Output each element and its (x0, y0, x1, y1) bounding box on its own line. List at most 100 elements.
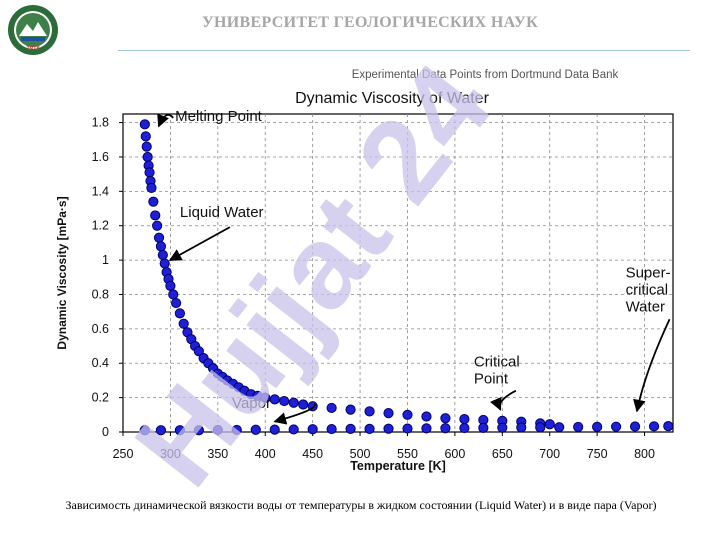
data-point (573, 421, 584, 433)
data-point (516, 422, 527, 433)
data-point (288, 397, 299, 408)
data-point (148, 196, 159, 207)
y-tick-label: 1 (102, 253, 109, 267)
y-axis-label: Dynamic Viscosity [mPa·s] (55, 196, 69, 349)
critical-point-label: Critical Point (474, 354, 520, 388)
data-point (478, 422, 489, 433)
vapor-arrow (273, 403, 316, 425)
data-point (165, 280, 176, 291)
data-point (611, 421, 622, 432)
data-point (260, 392, 271, 403)
plot-area (122, 113, 674, 433)
data-point (171, 297, 182, 309)
y-tick-label: 0.4 (92, 356, 109, 370)
data-point (159, 258, 170, 269)
data-point (269, 424, 280, 435)
data-point (269, 394, 280, 405)
liquid-water-label: Liquid Water (180, 204, 264, 221)
data-point (168, 289, 179, 300)
data-point (544, 419, 555, 430)
data-point (153, 232, 165, 243)
data-point (421, 423, 432, 434)
data-point (326, 423, 337, 435)
data-point (663, 421, 674, 432)
university-title: УНИВЕРСИТЕТ ГЕОЛОГИЧЕСКИХ НАУК (202, 14, 538, 31)
data-point (402, 423, 413, 434)
data-point (648, 421, 660, 432)
x-axis-label: Temperature [K] (350, 459, 446, 473)
data-point (155, 241, 167, 252)
data-point (345, 404, 356, 415)
data-point (364, 423, 375, 435)
y-tick-label: 1.4 (92, 184, 109, 198)
data-point (459, 414, 470, 425)
data-point (383, 423, 394, 434)
chart-supertitle: Experimental Data Points from Dortmund D… (352, 69, 619, 81)
data-point (402, 409, 413, 420)
x-tick-label: 250 (113, 447, 134, 461)
data-point (193, 346, 204, 357)
liquid-water-arrow (168, 226, 231, 262)
melting-point-arrow (157, 113, 174, 128)
data-point (250, 424, 261, 435)
data-point (146, 182, 157, 194)
viscosity-chart: Experimental Data Points from Dortmund D… (55, 41, 674, 490)
y-tick-label: 1.2 (92, 219, 109, 233)
data-point (150, 210, 161, 221)
data-point (497, 422, 508, 433)
data-point (592, 421, 603, 432)
data-point (178, 318, 189, 329)
slide-caption: Зависимость динамической вязкости воды о… (65, 498, 657, 512)
x-tick-label: 650 (492, 447, 513, 461)
chart-title: Dynamic Viscosity of Water (295, 90, 490, 107)
y-tick-label: 0 (102, 425, 109, 439)
data-point (298, 399, 309, 410)
data-point (212, 424, 223, 436)
x-tick-label: 800 (634, 447, 655, 461)
data-point (288, 424, 299, 435)
vapor-label: Vapor (232, 395, 271, 412)
melting-point-label: Melting Point (175, 108, 263, 125)
data-point (142, 151, 153, 163)
supercritical-water-label: Super-critical Water (626, 264, 671, 315)
data-point (157, 249, 168, 261)
data-point (307, 424, 318, 435)
data-point (554, 422, 565, 433)
data-point (440, 413, 451, 424)
data-point (629, 421, 641, 432)
data-point (140, 131, 151, 142)
x-tick-label: 500 (350, 447, 371, 461)
seal-year-text: 1918 (26, 46, 40, 52)
x-tick-label: 550 (397, 447, 418, 461)
data-point (364, 406, 375, 417)
data-point (141, 141, 152, 152)
x-tick-label: 300 (160, 447, 181, 461)
header-divider (118, 50, 690, 51)
data-point (231, 424, 242, 436)
x-tick-label: 750 (587, 447, 608, 461)
x-tick-label: 350 (207, 447, 228, 461)
data-point (139, 119, 150, 130)
data-point (535, 422, 546, 433)
data-point (440, 423, 451, 434)
data-point (144, 167, 155, 178)
x-tick-label: 400 (255, 447, 276, 461)
data-point (459, 422, 470, 434)
x-tick-label: 450 (302, 447, 323, 461)
supercritical-water-arrow (633, 318, 671, 413)
data-point (279, 395, 290, 407)
data-point (326, 402, 337, 414)
x-tick-label: 600 (444, 447, 465, 461)
y-tick-label: 0.8 (92, 287, 109, 301)
data-point (152, 220, 163, 231)
critical-point-arrow (490, 389, 517, 411)
data-point (155, 425, 167, 436)
data-point (174, 308, 185, 319)
y-tick-label: 1.8 (92, 116, 109, 130)
data-point (193, 425, 204, 436)
university-seal-icon: 1918 (7, 4, 59, 56)
data-point (174, 425, 185, 436)
y-tick-label: 0.6 (92, 322, 109, 336)
y-tick-label: 1.6 (92, 150, 109, 164)
y-tick-label: 0.2 (92, 391, 109, 405)
